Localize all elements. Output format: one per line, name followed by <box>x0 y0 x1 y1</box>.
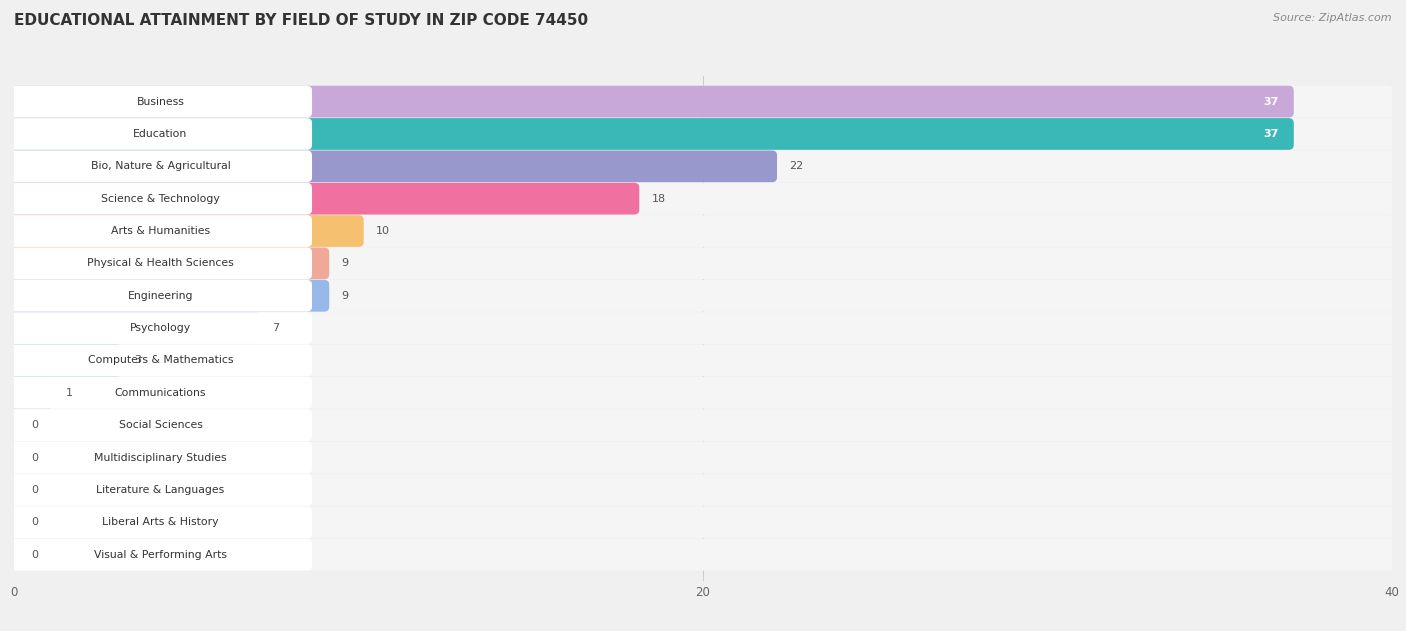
Text: EDUCATIONAL ATTAINMENT BY FIELD OF STUDY IN ZIP CODE 74450: EDUCATIONAL ATTAINMENT BY FIELD OF STUDY… <box>14 13 588 28</box>
Text: 1: 1 <box>66 388 73 398</box>
Text: Multidisciplinary Studies: Multidisciplinary Studies <box>94 452 226 463</box>
FancyBboxPatch shape <box>8 247 329 280</box>
FancyBboxPatch shape <box>8 410 1398 441</box>
FancyBboxPatch shape <box>8 150 312 182</box>
Text: 9: 9 <box>342 291 349 301</box>
Text: 9: 9 <box>342 259 349 268</box>
Text: 0: 0 <box>31 420 38 430</box>
Text: Education: Education <box>134 129 187 139</box>
FancyBboxPatch shape <box>8 215 1398 247</box>
Text: Bio, Nature & Agricultural: Bio, Nature & Agricultural <box>90 162 231 172</box>
FancyBboxPatch shape <box>8 247 312 280</box>
Text: 0: 0 <box>31 550 38 560</box>
FancyBboxPatch shape <box>8 442 312 473</box>
FancyBboxPatch shape <box>8 118 1398 150</box>
FancyBboxPatch shape <box>8 345 122 376</box>
FancyBboxPatch shape <box>8 312 1398 344</box>
Text: Visual & Performing Arts: Visual & Performing Arts <box>94 550 226 560</box>
FancyBboxPatch shape <box>8 377 53 409</box>
FancyBboxPatch shape <box>8 118 312 150</box>
Text: 37: 37 <box>1263 97 1278 107</box>
FancyBboxPatch shape <box>8 183 312 215</box>
Text: Source: ZipAtlas.com: Source: ZipAtlas.com <box>1274 13 1392 23</box>
FancyBboxPatch shape <box>8 183 1398 215</box>
FancyBboxPatch shape <box>8 280 312 312</box>
Text: 37: 37 <box>1263 129 1278 139</box>
FancyBboxPatch shape <box>8 86 1294 117</box>
Text: Engineering: Engineering <box>128 291 193 301</box>
FancyBboxPatch shape <box>8 345 1398 376</box>
FancyBboxPatch shape <box>8 215 364 247</box>
Text: 18: 18 <box>651 194 665 204</box>
FancyBboxPatch shape <box>8 150 778 182</box>
FancyBboxPatch shape <box>8 507 312 538</box>
FancyBboxPatch shape <box>8 312 312 344</box>
FancyBboxPatch shape <box>8 474 1398 506</box>
FancyBboxPatch shape <box>8 539 1398 570</box>
Text: 0: 0 <box>31 452 38 463</box>
FancyBboxPatch shape <box>8 410 312 441</box>
FancyBboxPatch shape <box>8 183 640 215</box>
Text: 3: 3 <box>135 355 142 365</box>
Text: Computers & Mathematics: Computers & Mathematics <box>87 355 233 365</box>
Text: Communications: Communications <box>115 388 207 398</box>
FancyBboxPatch shape <box>8 345 312 376</box>
FancyBboxPatch shape <box>8 86 1398 117</box>
Text: 7: 7 <box>273 323 280 333</box>
FancyBboxPatch shape <box>8 377 1398 409</box>
Text: Science & Technology: Science & Technology <box>101 194 219 204</box>
FancyBboxPatch shape <box>8 507 1398 538</box>
FancyBboxPatch shape <box>8 539 312 570</box>
FancyBboxPatch shape <box>8 442 1398 473</box>
Text: Physical & Health Sciences: Physical & Health Sciences <box>87 259 233 268</box>
Text: Literature & Languages: Literature & Languages <box>97 485 225 495</box>
FancyBboxPatch shape <box>8 280 329 312</box>
FancyBboxPatch shape <box>8 474 312 506</box>
Text: Psychology: Psychology <box>129 323 191 333</box>
FancyBboxPatch shape <box>8 215 312 247</box>
Text: 0: 0 <box>31 485 38 495</box>
FancyBboxPatch shape <box>8 312 260 344</box>
Text: 0: 0 <box>31 517 38 528</box>
FancyBboxPatch shape <box>8 86 312 117</box>
Text: Business: Business <box>136 97 184 107</box>
Text: 22: 22 <box>789 162 803 172</box>
Text: Liberal Arts & History: Liberal Arts & History <box>103 517 219 528</box>
FancyBboxPatch shape <box>8 377 312 409</box>
FancyBboxPatch shape <box>8 150 1398 182</box>
Text: Arts & Humanities: Arts & Humanities <box>111 226 209 236</box>
Text: Social Sciences: Social Sciences <box>118 420 202 430</box>
FancyBboxPatch shape <box>8 247 1398 280</box>
FancyBboxPatch shape <box>8 118 1294 150</box>
FancyBboxPatch shape <box>8 280 1398 312</box>
Text: 10: 10 <box>375 226 389 236</box>
